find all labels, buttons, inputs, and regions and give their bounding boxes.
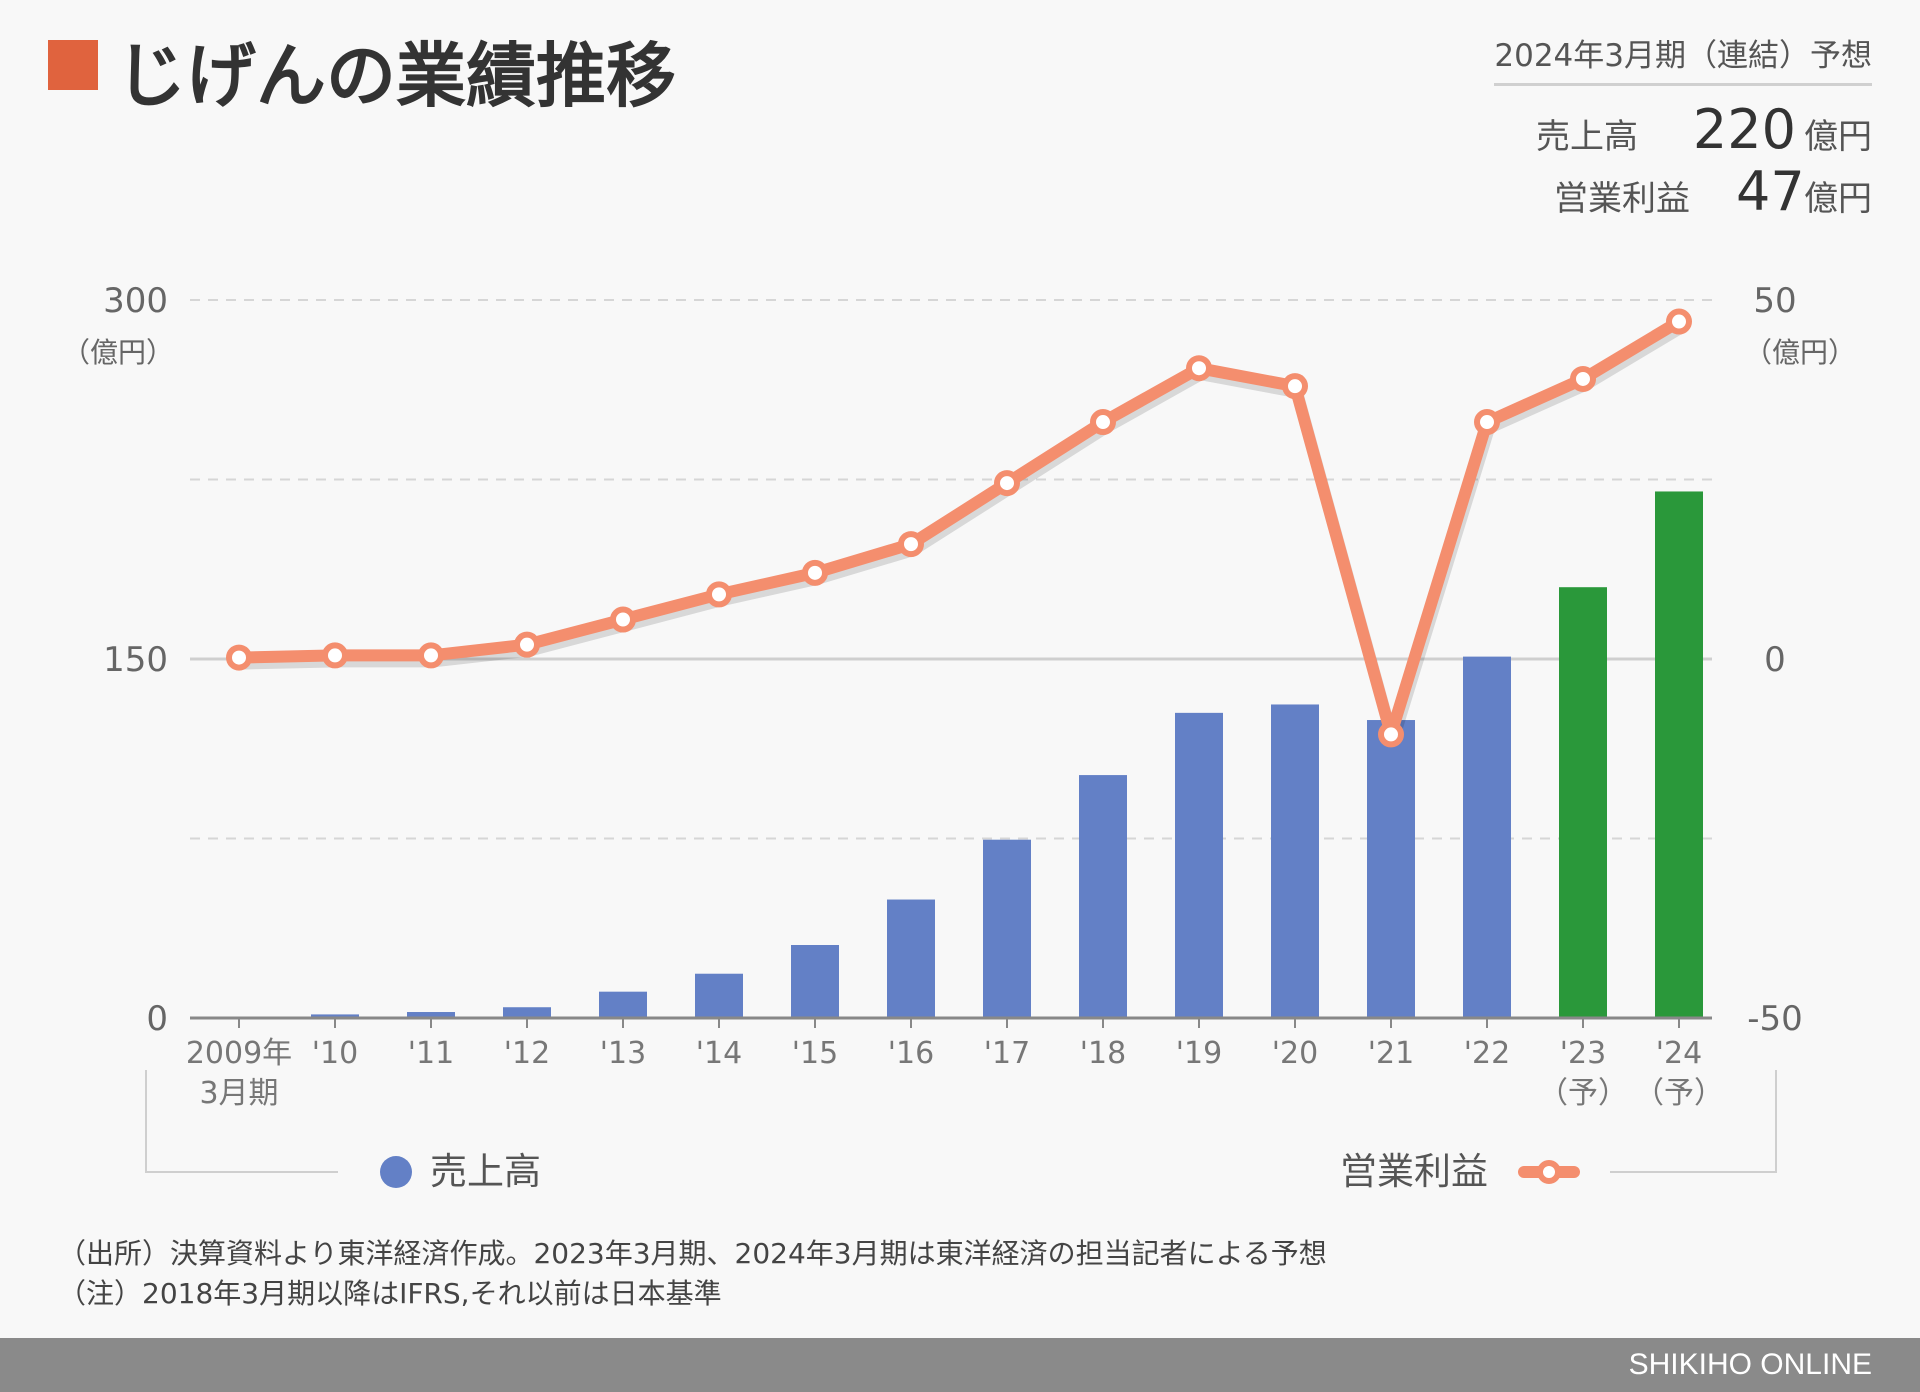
x-tick-label: '18 — [1080, 1036, 1126, 1071]
x-tick-label: 3月期 — [199, 1076, 278, 1111]
revenue-bar — [1463, 656, 1511, 1018]
forecast-revenue-unit: 億円 — [1804, 117, 1872, 157]
profit-point — [322, 642, 348, 669]
x-tick-label: 2009年 — [186, 1036, 292, 1071]
profit-point — [1186, 355, 1212, 382]
forecast-revenue-value: 220 — [1692, 98, 1796, 161]
revenue-bar — [311, 1014, 359, 1018]
x-tick-label: '14 — [696, 1036, 742, 1071]
x-tick-label: '13 — [600, 1036, 646, 1071]
revenue-bar — [1655, 491, 1703, 1018]
forecast-revenue: 売上高 220 億円 — [1536, 98, 1872, 161]
forecast-period: 2024年3月期（連結）予想 — [1494, 30, 1872, 86]
x-tick-label: '16 — [888, 1036, 934, 1071]
page-title: じげんの業績推移 — [116, 35, 676, 117]
profit-point — [226, 644, 252, 671]
revenue-bar — [1559, 587, 1607, 1018]
left-tick-label: 150 — [103, 640, 168, 680]
revenue-bar — [983, 839, 1031, 1018]
footer-bar: SHIKIHO ONLINE — [0, 1338, 1920, 1392]
x-tick-label: '17 — [984, 1036, 1030, 1071]
revenue-bar — [503, 1007, 551, 1018]
revenue-bar — [1175, 712, 1223, 1018]
legend-revenue-swatch — [380, 1156, 412, 1188]
profit-point — [898, 531, 924, 558]
notes: （出所）決算資料より東洋経済作成。2023年3月期、2024年3月期は東洋経済の… — [58, 1234, 1327, 1314]
right-axis-unit: （億円） — [1744, 336, 1856, 369]
forecast-profit-unit: 億円 — [1804, 179, 1872, 219]
x-tick-label: （予） — [1634, 1076, 1724, 1111]
forecast-profit-value: 47 — [1736, 160, 1805, 223]
profit-point — [1090, 409, 1116, 436]
x-tick-label: '10 — [312, 1036, 358, 1071]
revenue-bar — [695, 973, 743, 1018]
profit-point — [514, 631, 540, 658]
x-tick-label: '24 — [1656, 1036, 1702, 1071]
x-tick-label: '23 — [1560, 1036, 1606, 1071]
x-tick-label: '12 — [504, 1036, 550, 1071]
right-tick-label: -50 — [1747, 999, 1803, 1039]
left-tick-label: 300 — [103, 281, 168, 321]
x-tick-label: '21 — [1368, 1036, 1414, 1071]
performance-chart: 0 150 300 （億円） -50 0 50 （億円） 2009年 3月期 '10 '11 '12 '1… — [62, 281, 1856, 1193]
x-tick-label: （予） — [1538, 1076, 1628, 1111]
revenue-bar — [599, 991, 647, 1018]
profit-point — [1474, 409, 1500, 436]
revenue-bar — [407, 1012, 455, 1018]
forecast-profit: 営業利益 47 億円 — [1554, 160, 1872, 223]
x-tick-label: '15 — [792, 1036, 838, 1071]
profit-point — [418, 642, 444, 669]
profit-line — [233, 315, 1685, 741]
x-tick-label: '22 — [1464, 1036, 1510, 1071]
legend-profit-marker — [1537, 1160, 1561, 1184]
accounting-note: （注）2018年3月期以降はIFRS,それ以前は日本基準 — [58, 1277, 722, 1310]
x-tick-label: '19 — [1176, 1036, 1222, 1071]
left-tick-label: 0 — [146, 999, 168, 1039]
revenue-bar — [1079, 775, 1127, 1018]
profit-point — [706, 581, 732, 608]
profit-point — [1282, 373, 1308, 400]
profit-point — [1570, 365, 1596, 392]
revenue-bar — [887, 899, 935, 1018]
x-tick-label: '11 — [408, 1036, 454, 1071]
profit-point — [1666, 308, 1692, 335]
source-note: （出所）決算資料より東洋経済作成。2023年3月期、2024年3月期は東洋経済の… — [58, 1237, 1327, 1270]
x-tick-label: '20 — [1272, 1036, 1318, 1071]
revenue-bar — [1271, 704, 1319, 1018]
profit-point — [610, 606, 636, 633]
right-tick-label: 50 — [1753, 281, 1796, 321]
profit-point — [1378, 721, 1404, 748]
legend-profit-label: 営業利益 — [1340, 1150, 1488, 1193]
forecast-profit-label: 営業利益 — [1554, 179, 1690, 219]
title-accent-square — [48, 40, 98, 90]
profit-point — [802, 559, 828, 586]
footer-brand: SHIKIHO ONLINE — [1628, 1348, 1872, 1381]
legend-frame-left — [145, 1070, 338, 1173]
forecast-revenue-label: 売上高 — [1536, 117, 1638, 157]
right-tick-label: 0 — [1764, 640, 1786, 680]
profit-point — [994, 470, 1020, 497]
legend-frame-right — [1610, 1070, 1777, 1173]
legend-revenue-label: 売上高 — [430, 1150, 541, 1193]
revenue-bar — [791, 945, 839, 1018]
revenue-bar — [1367, 720, 1415, 1018]
left-axis-unit: （億円） — [62, 336, 174, 369]
